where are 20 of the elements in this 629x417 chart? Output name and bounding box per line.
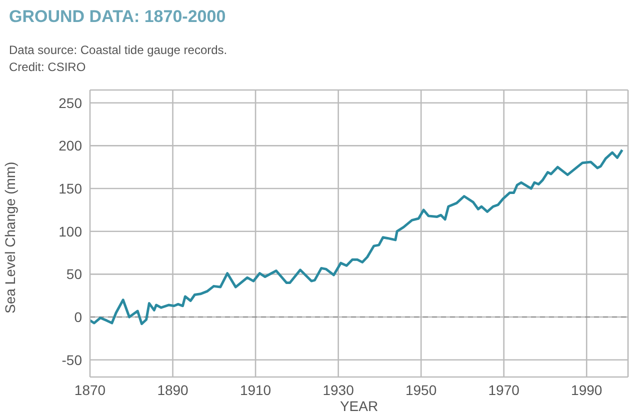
y-tick-label: 0 xyxy=(74,309,82,325)
y-axis-title: Sea Level Change (mm) xyxy=(2,162,18,314)
chart-subtitle: Data source: Coastal tide gauge records. xyxy=(9,42,228,59)
y-tick-label: 50 xyxy=(66,266,82,282)
x-tick-label: 1990 xyxy=(571,382,602,398)
x-tick-label: 1970 xyxy=(488,382,520,398)
x-tick-label: 1950 xyxy=(406,382,437,398)
x-tick-label: 1890 xyxy=(157,382,189,398)
x-tick-label: 1870 xyxy=(74,382,106,398)
y-tick-label: 250 xyxy=(58,94,82,111)
y-tick-label: 150 xyxy=(58,180,82,196)
x-tick-label: 1910 xyxy=(240,382,272,398)
y-tick-label: 200 xyxy=(58,138,82,154)
x-axis-title: YEAR xyxy=(340,398,378,414)
line-series xyxy=(90,148,624,326)
chart-title: GROUND DATA: 1870-2000 xyxy=(9,7,226,27)
text: Credit: CSIRO xyxy=(9,59,87,76)
y-tick-label: -50 xyxy=(62,352,82,368)
x-tick-label: 1930 xyxy=(322,382,354,398)
y-tick-label: 100 xyxy=(58,223,82,240)
